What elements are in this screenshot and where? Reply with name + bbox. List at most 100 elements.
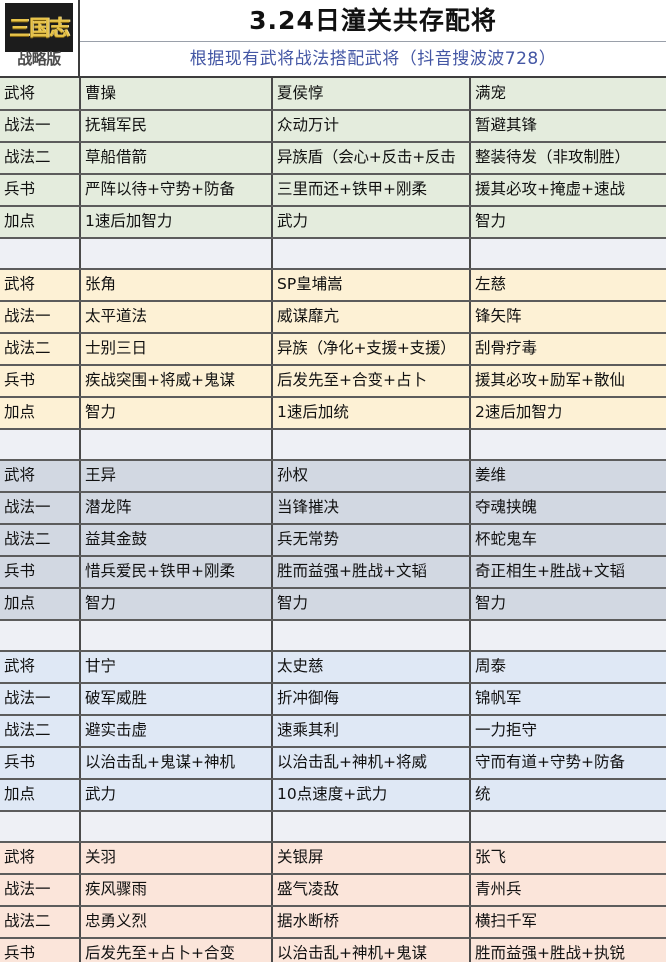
row-label-cell: 兵书 bbox=[0, 556, 81, 589]
data-cell: 太史慈 bbox=[272, 651, 471, 684]
spacer-cell bbox=[272, 620, 471, 652]
spacer-cell bbox=[80, 620, 273, 652]
data-cell: 威谋靡亢 bbox=[272, 301, 471, 334]
spacer-cell bbox=[80, 238, 273, 270]
data-cell: 横扫千军 bbox=[470, 906, 666, 939]
page-subtitle: 根据现有武将战法搭配武将（抖音搜波波728） bbox=[189, 48, 557, 69]
data-cell: 草船借箭 bbox=[80, 142, 273, 175]
data-cell: 锋矢阵 bbox=[470, 301, 666, 334]
block-separator-row bbox=[0, 620, 666, 652]
logo-bottom-block: 战略版 bbox=[7, 47, 71, 71]
data-cell: 左慈 bbox=[470, 269, 666, 302]
data-cell: 严阵以待+守势+防备 bbox=[80, 174, 273, 207]
data-cell: 夏侯惇 bbox=[272, 78, 471, 111]
table-row: 武将 关羽 关银屏 张飞 bbox=[0, 842, 666, 875]
data-cell: 后发先至+占卜+合变 bbox=[80, 938, 273, 962]
data-cell: 满宠 bbox=[470, 78, 666, 111]
spacer-cell bbox=[470, 238, 666, 270]
spacer-cell bbox=[272, 811, 471, 843]
data-cell: 三里而还+铁甲+刚柔 bbox=[272, 174, 471, 207]
data-cell: 青州兵 bbox=[470, 874, 666, 907]
table-row: 兵书 严阵以待+守势+防备 三里而还+铁甲+刚柔 援其必攻+掩虚+速战 bbox=[0, 174, 666, 207]
table-row: 战法二 忠勇义烈 据水断桥 横扫千军 bbox=[0, 906, 666, 939]
table-row: 加点 智力 智力 智力 bbox=[0, 588, 666, 621]
table-row: 战法二 避实击虚 速乘其利 一力拒守 bbox=[0, 715, 666, 748]
title-row: 3.24日潼关共存配将 bbox=[80, 0, 666, 42]
data-cell: 关银屏 bbox=[272, 842, 471, 875]
data-cell: 据水断桥 bbox=[272, 906, 471, 939]
table-row: 武将 王异 孙权 姜维 bbox=[0, 460, 666, 493]
data-cell: 张角 bbox=[80, 269, 273, 302]
row-label-cell: 武将 bbox=[0, 460, 81, 493]
table-row: 加点 武力 10点速度+武力统 bbox=[0, 779, 666, 812]
table-row: 兵书 疾战突围+将威+鬼谋 后发先至+合变+占卜 援其必攻+励军+散仙 bbox=[0, 365, 666, 398]
data-cell: 以治击乱+神机+鬼谋 bbox=[272, 938, 471, 962]
table-row: 兵书 后发先至+占卜+合变 以治击乱+神机+鬼谋 胜而益强+胜战+执锐 bbox=[0, 938, 666, 962]
data-cell: SP皇埔嵩 bbox=[272, 269, 471, 302]
data-cell: 忠勇义烈 bbox=[80, 906, 273, 939]
logo-bottom-text: 战略版 bbox=[17, 49, 61, 68]
data-cell: 疾风骤雨 bbox=[80, 874, 273, 907]
data-cell: 一力拒守 bbox=[470, 715, 666, 748]
table-row: 加点 智力 1速后加统 2速后加智力 bbox=[0, 397, 666, 430]
table-row: 武将 曹操 夏侯惇 满宠 bbox=[0, 78, 666, 111]
data-cell: 武力 bbox=[80, 779, 273, 812]
table-row: 兵书 惜兵爱民+铁甲+刚柔 胜而益强+胜战+文韬 奇正相生+胜战+文韬 bbox=[0, 556, 666, 589]
data-cell: 智力 bbox=[470, 588, 666, 621]
row-label-cell: 战法一 bbox=[0, 492, 81, 525]
table-row: 战法一 抚辑军民 众动万计 暂避其锋 bbox=[0, 110, 666, 143]
row-label-cell: 兵书 bbox=[0, 938, 81, 962]
data-cell: 暂避其锋 bbox=[470, 110, 666, 143]
data-cell: 援其必攻+励军+散仙 bbox=[470, 365, 666, 398]
table-row: 武将 张角 SP皇埔嵩 左慈 bbox=[0, 269, 666, 302]
subtitle-row: 根据现有武将战法搭配武将（抖音搜波波728） bbox=[80, 42, 666, 76]
table-row: 兵书 以治击乱+鬼谋+神机 以治击乱+神机+将威 守而有道+守势+防备 bbox=[0, 747, 666, 780]
data-cell: 速乘其利 bbox=[272, 715, 471, 748]
data-cell: 1速后加智力 bbox=[80, 206, 273, 239]
row-label-cell: 战法二 bbox=[0, 906, 81, 939]
data-cell: 太平道法 bbox=[80, 301, 273, 334]
data-cell: 当锋摧决 bbox=[272, 492, 471, 525]
block-separator-row bbox=[0, 811, 666, 843]
data-cell: 关羽 bbox=[80, 842, 273, 875]
data-cell: 守而有道+守势+防备 bbox=[470, 747, 666, 780]
row-label-cell: 兵书 bbox=[0, 747, 81, 780]
block-separator-row bbox=[0, 429, 666, 461]
data-cell: 10点速度+武力 bbox=[272, 779, 471, 812]
data-cell: 胜而益强+胜战+文韬 bbox=[272, 556, 471, 589]
data-cell: 士别三日 bbox=[80, 333, 273, 366]
page-title: 3.24日潼关共存配将 bbox=[249, 6, 497, 35]
data-cell: 智力 bbox=[470, 206, 666, 239]
data-cell: 潜龙阵 bbox=[80, 492, 273, 525]
data-cell: 张飞 bbox=[470, 842, 666, 875]
block-separator-row bbox=[0, 238, 666, 270]
logo-cell: 三国志 战略版 bbox=[0, 0, 80, 76]
data-cell: 锦帆军 bbox=[470, 683, 666, 716]
row-label-cell: 武将 bbox=[0, 842, 81, 875]
data-cell: 杯蛇鬼车 bbox=[470, 524, 666, 557]
data-cell: 盛气凌敌 bbox=[272, 874, 471, 907]
data-cell: 夺魂挟魄 bbox=[470, 492, 666, 525]
pairing-table: 武将 曹操 夏侯惇 满宠 战法一 抚辑军民 众动万计 暂避其锋 战法二 草船借箭 异族盾（会心+反击… bbox=[0, 78, 666, 962]
data-cell: 后发先至+合变+占卜 bbox=[272, 365, 471, 398]
pairing-table-body: 武将 曹操 夏侯惇 满宠 战法一 抚辑军民 众动万计 暂避其锋 战法二 草船借箭 异族盾（会心+反击… bbox=[0, 78, 666, 962]
spacer-cell bbox=[272, 238, 471, 270]
row-label-cell: 加点 bbox=[0, 397, 81, 430]
sanguozhi-strategy-logo-icon: 三国志 战略版 bbox=[5, 3, 73, 73]
spacer-cell bbox=[470, 429, 666, 461]
spacer-cell bbox=[80, 811, 273, 843]
row-label-cell: 兵书 bbox=[0, 365, 81, 398]
data-cell: 避实击虚 bbox=[80, 715, 273, 748]
data-cell: 曹操 bbox=[80, 78, 273, 111]
sheet-header: 三国志 战略版 3.24日潼关共存配将 根据现有武将战法搭配武将（抖音搜波波72… bbox=[0, 0, 666, 78]
spacer-cell bbox=[80, 429, 273, 461]
row-label-cell: 加点 bbox=[0, 206, 81, 239]
row-label-cell: 战法一 bbox=[0, 110, 81, 143]
data-cell: 兵无常势 bbox=[272, 524, 471, 557]
row-label-cell: 武将 bbox=[0, 651, 81, 684]
spacer-cell bbox=[0, 811, 81, 843]
table-row: 战法二 草船借箭 异族盾（会心+反击+反击 整装待发（非攻制胜） bbox=[0, 142, 666, 175]
data-cell: 周泰 bbox=[470, 651, 666, 684]
data-cell: 奇正相生+胜战+文韬 bbox=[470, 556, 666, 589]
